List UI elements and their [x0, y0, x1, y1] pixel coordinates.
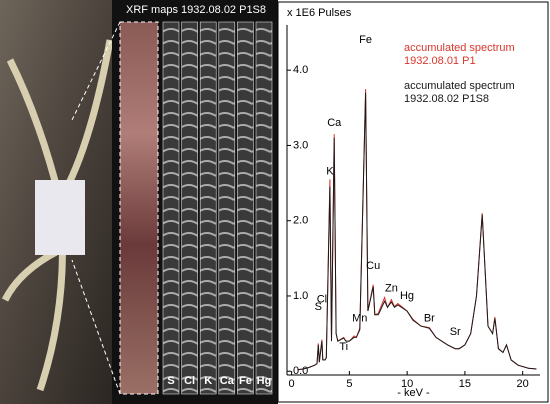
- map-label: Hg: [257, 375, 272, 387]
- zoom-box: [119, 21, 159, 395]
- y-tick-label: 2.0: [293, 215, 308, 227]
- x-tick-label: 15: [459, 378, 471, 390]
- element-map: [199, 21, 217, 395]
- maps-title: XRF maps 1932.08.02 P1S8: [126, 4, 266, 16]
- legend-entry: accumulated spectrum 1932.08.02 P1S8: [404, 80, 515, 105]
- spectrum-line: [297, 92, 537, 371]
- y-tick-label: 3.0: [293, 139, 308, 151]
- map-label: Fe: [239, 375, 252, 387]
- element-map: [162, 21, 180, 395]
- element-map: [255, 21, 273, 395]
- y-tick-label: 1.0: [293, 290, 308, 302]
- peak-label: Zn: [385, 282, 398, 294]
- peak-label: Cu: [366, 260, 380, 272]
- map-label: K: [204, 375, 212, 387]
- legend-entry: accumulated spectrum 1932.08.01 P1: [404, 42, 515, 67]
- y-unit: x 1E6 Pulses: [287, 7, 352, 19]
- map-label: S: [167, 375, 174, 387]
- element-map: [218, 21, 236, 395]
- peak-label: S: [315, 301, 322, 313]
- element-map: [237, 21, 254, 395]
- color-strip: [120, 22, 158, 394]
- x-axis-label: - keV -: [397, 387, 430, 399]
- peak-label: Br: [424, 312, 435, 324]
- y-tick-label: 4.0: [293, 64, 308, 76]
- peak-label: K: [326, 166, 334, 178]
- zoom-lines: [71, 21, 121, 395]
- x-tick-label: 0: [289, 378, 295, 390]
- peak-label: Hg: [400, 290, 414, 302]
- peak-label: Cl: [317, 294, 327, 306]
- chart-panel: [277, 1, 549, 403]
- peak-label: Sr: [450, 326, 461, 338]
- map-label: Ca: [220, 375, 235, 387]
- peak-label: Mn: [352, 312, 367, 324]
- y-tick-label: 0.0: [293, 365, 308, 377]
- map-label: Cl: [184, 375, 195, 387]
- element-map: [181, 21, 198, 395]
- x-tick-label: 10: [401, 378, 413, 390]
- x-tick-label: 5: [346, 378, 352, 390]
- peak-label: Ti: [339, 341, 348, 353]
- x-tick-label: 20: [517, 378, 529, 390]
- paper-tag: [35, 180, 85, 255]
- peak-label: Ca: [327, 117, 342, 129]
- peak-label: Fe: [359, 34, 372, 46]
